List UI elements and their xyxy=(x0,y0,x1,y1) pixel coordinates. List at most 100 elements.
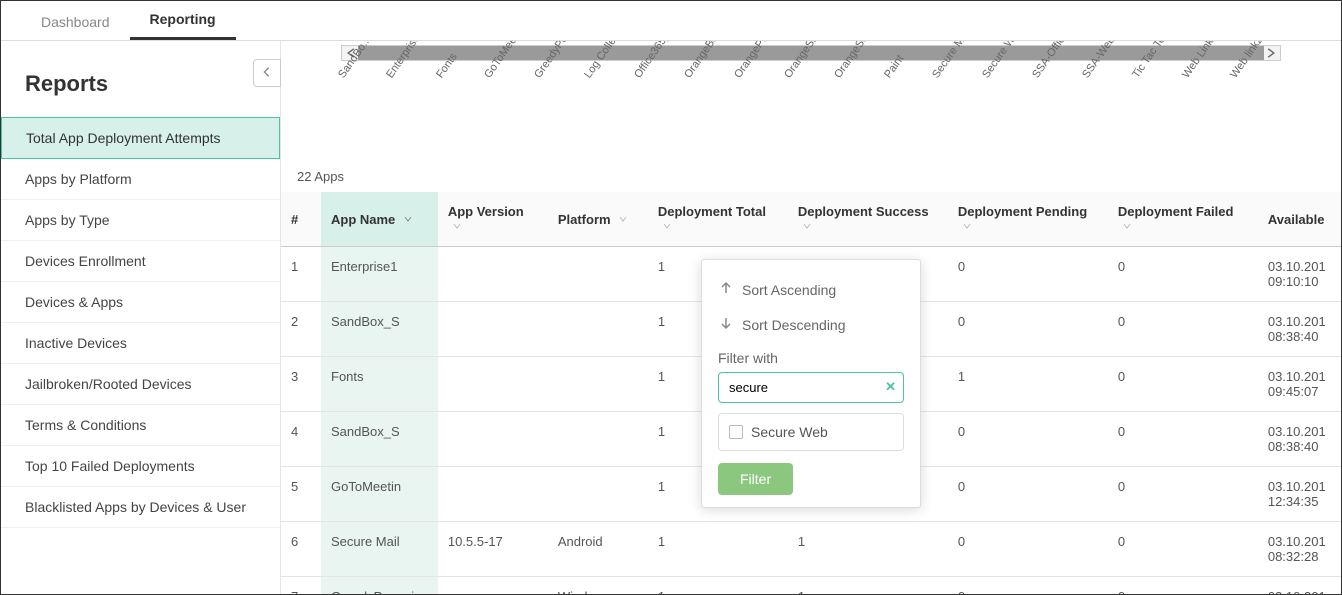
cell-num: 7 xyxy=(281,577,321,595)
cell-total: 1 xyxy=(648,522,788,577)
filter-button[interactable]: Filter xyxy=(718,463,793,495)
col-available-label: Available xyxy=(1268,212,1325,227)
col-num[interactable]: # xyxy=(281,192,321,247)
tab-reporting[interactable]: Reporting xyxy=(130,1,236,40)
cell-version xyxy=(438,357,548,412)
col-available[interactable]: Available xyxy=(1258,192,1341,247)
sidebar-item[interactable]: Top 10 Failed Deployments xyxy=(1,446,280,487)
chevron-down-icon[interactable] xyxy=(1122,219,1132,234)
table-row[interactable]: 7GreedyPenguinsWindows Mobile110003.10.2… xyxy=(281,577,1341,595)
col-deploy-pending-label: Deployment Pending xyxy=(958,204,1087,219)
col-app-name-label: App Name xyxy=(331,212,395,227)
chevron-down-icon[interactable] xyxy=(802,219,812,234)
sort-asc-label: Sort Ascending xyxy=(742,282,836,298)
col-app-name[interactable]: App Name xyxy=(321,192,438,247)
sidebar-item[interactable]: Apps by Platform xyxy=(1,159,280,200)
table-row[interactable]: 6Secure Mail10.5.5-17Android110003.10.20… xyxy=(281,522,1341,577)
arrow-down-icon xyxy=(718,315,734,334)
sidebar-collapse-button[interactable] xyxy=(253,59,281,87)
cell-platform: Windows Mobile xyxy=(548,577,648,595)
cell-app-name[interactable]: GoToMeetin xyxy=(321,467,438,522)
sidebar-item[interactable]: Devices & Apps xyxy=(1,282,280,323)
col-deploy-failed-label: Deployment Failed xyxy=(1118,204,1234,219)
filter-dropdown: Sort Ascending Sort Descending Filter wi… xyxy=(701,259,921,508)
cell-app-name[interactable]: Enterprise1 xyxy=(321,247,438,302)
chart-area: SandBo...Enterprise1FontsGoToMeeti...Gre… xyxy=(281,41,1341,161)
chevron-down-icon[interactable] xyxy=(452,219,462,234)
chevron-down-icon[interactable] xyxy=(618,212,628,227)
cell-platform xyxy=(548,357,648,412)
filter-input[interactable] xyxy=(718,372,904,403)
col-deploy-failed[interactable]: Deployment Failed xyxy=(1108,192,1258,247)
cell-failed: 0 xyxy=(1108,357,1258,412)
cell-platform xyxy=(548,467,648,522)
cell-failed: 0 xyxy=(1108,247,1258,302)
arrow-up-icon xyxy=(718,280,734,299)
sort-desc-label: Sort Descending xyxy=(742,317,846,333)
filter-with-label: Filter with xyxy=(702,342,920,372)
cell-success: 1 xyxy=(788,522,948,577)
cell-version xyxy=(438,412,548,467)
col-platform[interactable]: Platform xyxy=(548,192,648,247)
cell-version xyxy=(438,467,548,522)
cell-date: 03.10.20108:38:40 xyxy=(1258,302,1341,357)
tab-dashboard[interactable]: Dashboard xyxy=(21,4,130,40)
sidebar-item[interactable]: Terms & Conditions xyxy=(1,405,280,446)
cell-app-name[interactable]: SandBox_S xyxy=(321,412,438,467)
cell-app-name[interactable]: Fonts xyxy=(321,357,438,412)
cell-date: 03.10.20113:01:50 xyxy=(1258,577,1341,595)
filter-option-label: Secure Web xyxy=(751,424,828,440)
cell-pending: 0 xyxy=(948,467,1108,522)
top-tabs: Dashboard Reporting xyxy=(1,1,1341,41)
cell-platform xyxy=(548,247,648,302)
checkbox-icon[interactable] xyxy=(729,425,743,439)
col-deploy-total[interactable]: Deployment Total xyxy=(648,192,788,247)
sidebar-item[interactable]: Blacklisted Apps by Devices & User xyxy=(1,487,280,528)
cell-num: 2 xyxy=(281,302,321,357)
sort-descending-option[interactable]: Sort Descending xyxy=(702,307,920,342)
cell-num: 6 xyxy=(281,522,321,577)
cell-date: 03.10.20108:32:28 xyxy=(1258,522,1341,577)
cell-total: 1 xyxy=(648,577,788,595)
cell-app-name[interactable]: SandBox_S xyxy=(321,302,438,357)
col-deploy-success[interactable]: Deployment Success xyxy=(788,192,948,247)
cell-date: 03.10.20108:38:40 xyxy=(1258,412,1341,467)
cell-failed: 0 xyxy=(1108,302,1258,357)
sidebar-title: Reports xyxy=(1,71,280,117)
sidebar-item[interactable]: Total App Deployment Attempts xyxy=(1,117,280,159)
cell-failed: 0 xyxy=(1108,522,1258,577)
col-deploy-total-label: Deployment Total xyxy=(658,204,766,219)
col-deploy-pending[interactable]: Deployment Pending xyxy=(948,192,1108,247)
cell-app-name[interactable]: Secure Mail xyxy=(321,522,438,577)
chevron-down-icon[interactable] xyxy=(962,219,972,234)
chevron-left-icon xyxy=(260,65,274,82)
chevron-down-icon[interactable] xyxy=(403,212,413,227)
cell-num: 3 xyxy=(281,357,321,412)
cell-platform: Android xyxy=(548,522,648,577)
cell-pending: 0 xyxy=(948,302,1108,357)
cell-num: 5 xyxy=(281,467,321,522)
clear-filter-icon[interactable]: ✕ xyxy=(885,379,896,395)
col-app-version-label: App Version xyxy=(448,204,524,219)
cell-pending: 0 xyxy=(948,522,1108,577)
sidebar-item[interactable]: Apps by Type xyxy=(1,200,280,241)
cell-pending: 0 xyxy=(948,412,1108,467)
cell-app-name[interactable]: GreedyPenguins xyxy=(321,577,438,595)
content-area: SandBo...Enterprise1FontsGoToMeeti...Gre… xyxy=(281,41,1341,594)
cell-failed: 0 xyxy=(1108,577,1258,595)
sidebar-item[interactable]: Inactive Devices xyxy=(1,323,280,364)
chevron-down-icon[interactable] xyxy=(662,219,672,234)
col-app-version[interactable]: App Version xyxy=(438,192,548,247)
cell-platform xyxy=(548,412,648,467)
cell-platform xyxy=(548,302,648,357)
cell-version xyxy=(438,302,548,357)
sort-ascending-option[interactable]: Sort Ascending xyxy=(702,272,920,307)
sidebar-item[interactable]: Devices Enrollment xyxy=(1,241,280,282)
cell-date: 03.10.20109:45:07 xyxy=(1258,357,1341,412)
cell-version: 10.5.5-17 xyxy=(438,522,548,577)
cell-pending: 0 xyxy=(948,247,1108,302)
scroll-right-icon[interactable] xyxy=(1264,46,1278,60)
cell-pending: 0 xyxy=(948,577,1108,595)
filter-option-secure-web[interactable]: Secure Web xyxy=(729,424,893,440)
sidebar-item[interactable]: Jailbroken/Rooted Devices xyxy=(1,364,280,405)
